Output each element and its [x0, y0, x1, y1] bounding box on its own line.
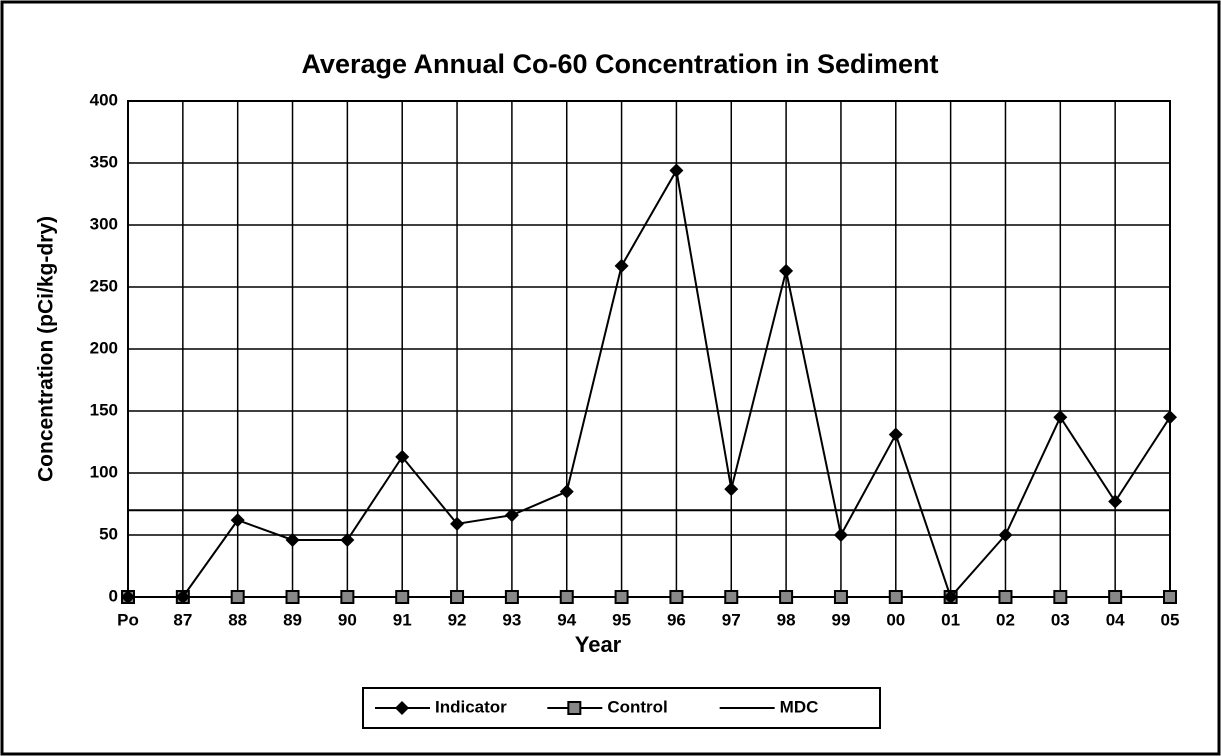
y-tick-label: 0 [109, 586, 118, 605]
x-tick-label: 98 [777, 610, 796, 629]
x-tick-label: 90 [338, 610, 357, 629]
marker [998, 528, 1013, 542]
marker [669, 163, 684, 178]
y-tick-label: 350 [90, 152, 118, 171]
marker [943, 590, 958, 604]
marker [998, 590, 1013, 604]
marker [724, 482, 739, 497]
x-tick-label: 87 [173, 610, 192, 629]
x-tick-label: 01 [941, 610, 960, 629]
x-tick-label: 96 [667, 610, 686, 629]
marker [230, 590, 245, 604]
x-tick-label: 97 [722, 610, 741, 629]
marker [833, 528, 848, 542]
y-tick-label: 300 [90, 214, 118, 233]
marker [833, 590, 848, 604]
y-tick-label: 50 [99, 524, 118, 543]
x-tick-label: 04 [1106, 610, 1125, 629]
marker [1053, 590, 1068, 604]
marker [724, 590, 739, 604]
x-tick-label: 02 [996, 610, 1015, 629]
legend-label: Control [607, 697, 667, 716]
marker [1108, 590, 1123, 604]
marker [121, 590, 135, 604]
marker [559, 590, 574, 604]
x-tick-label: 95 [612, 610, 631, 629]
marker [1163, 410, 1177, 425]
marker [230, 513, 245, 528]
marker [450, 516, 465, 531]
x-tick-label: 89 [283, 610, 302, 629]
x-tick-label: 91 [393, 610, 412, 629]
legend-label: Indicator [435, 697, 507, 716]
marker [340, 590, 355, 604]
marker [614, 590, 629, 604]
marker [285, 532, 300, 547]
marker [504, 508, 519, 523]
x-tick-label: 92 [448, 610, 467, 629]
series-line [128, 167, 1171, 599]
marker [669, 590, 684, 604]
y-tick-label: 250 [90, 276, 118, 295]
x-tick-label: 05 [1161, 610, 1180, 629]
legend-label: MDC [780, 697, 819, 716]
marker [504, 590, 519, 604]
marker [888, 427, 903, 442]
y-tick-label: 100 [90, 462, 118, 481]
x-tick-label: 99 [831, 610, 850, 629]
marker [779, 590, 794, 604]
marker [1053, 410, 1068, 425]
chart-title: Average Annual Co-60 Concentration in Se… [301, 49, 938, 79]
legend-marker [395, 701, 409, 715]
y-tick-label: 400 [90, 90, 118, 109]
marker [1163, 590, 1177, 604]
x-tick-label: 00 [886, 610, 905, 629]
legend-marker [567, 701, 582, 715]
marker [888, 590, 903, 604]
y-axis-label: Concentration (pCi/kg-dry) [35, 216, 58, 482]
x-tick-label: Po [117, 610, 139, 629]
marker [779, 263, 794, 278]
marker [340, 532, 355, 547]
x-tick-label: 88 [228, 610, 247, 629]
marker [395, 590, 410, 604]
marker [450, 590, 465, 604]
marker [395, 449, 410, 464]
x-tick-label: 93 [502, 610, 521, 629]
x-tick-label: 03 [1051, 610, 1070, 629]
y-tick-label: 150 [90, 400, 118, 419]
marker [285, 590, 300, 604]
marker [559, 484, 574, 499]
marker [614, 258, 629, 273]
y-tick-label: 200 [90, 338, 118, 357]
legend-box [362, 687, 881, 729]
marker [1108, 494, 1123, 509]
x-tick-label: 94 [557, 610, 576, 629]
x-axis-label: Year [575, 632, 622, 657]
marker [175, 590, 190, 604]
